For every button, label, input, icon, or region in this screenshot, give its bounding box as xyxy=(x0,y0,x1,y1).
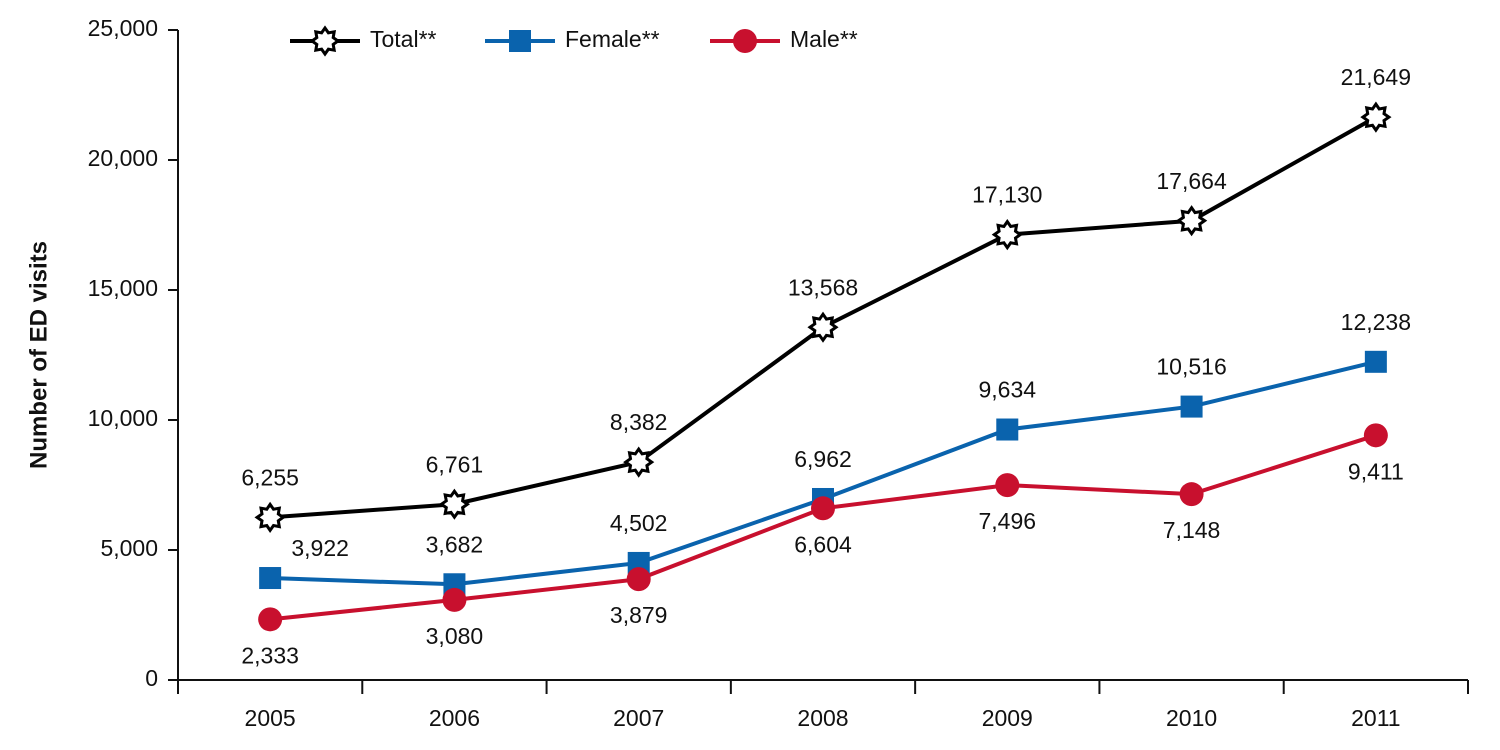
x-tick-label: 2006 xyxy=(429,705,480,731)
marker xyxy=(442,587,467,612)
data-label: 21,649 xyxy=(1341,64,1411,90)
data-label: 3,080 xyxy=(426,623,484,649)
y-axis-label: Number of ED visits xyxy=(25,241,52,469)
data-label: 4,502 xyxy=(610,510,668,536)
y-tick-label: 5,000 xyxy=(100,535,158,561)
marker xyxy=(1179,482,1204,507)
y-tick-label: 25,000 xyxy=(88,15,158,41)
data-label: 9,411 xyxy=(1348,458,1404,484)
x-tick-label: 2009 xyxy=(982,705,1033,731)
data-label: 7,148 xyxy=(1163,517,1221,543)
marker xyxy=(1364,350,1387,373)
legend-label: Male** xyxy=(790,26,858,52)
x-tick-label: 2010 xyxy=(1166,705,1217,731)
marker xyxy=(991,218,1023,251)
x-tick-label: 2011 xyxy=(1351,705,1400,731)
y-tick-label: 20,000 xyxy=(88,145,158,171)
x-tick-label: 2007 xyxy=(613,705,664,731)
legend-marker xyxy=(733,29,757,53)
data-label: 6,761 xyxy=(426,451,484,477)
data-label: 6,962 xyxy=(794,446,852,472)
data-label: 6,255 xyxy=(241,464,299,490)
y-tick-label: 10,000 xyxy=(88,405,158,431)
legend-marker xyxy=(509,30,531,52)
marker xyxy=(438,488,470,520)
x-tick-label: 2005 xyxy=(245,705,296,731)
data-label: 9,634 xyxy=(979,377,1037,403)
y-tick-label: 0 xyxy=(145,665,158,691)
marker xyxy=(996,418,1019,441)
legend-label: Female** xyxy=(565,26,660,52)
data-label: 17,664 xyxy=(1156,168,1227,194)
data-label: 17,130 xyxy=(972,182,1042,208)
marker xyxy=(254,501,286,534)
data-label: 3,879 xyxy=(610,602,668,628)
data-label: 8,382 xyxy=(610,409,668,435)
marker xyxy=(627,551,650,574)
marker xyxy=(259,567,282,590)
legend-label: Total** xyxy=(370,26,437,52)
marker xyxy=(623,446,655,478)
data-label: 13,568 xyxy=(788,274,858,300)
marker xyxy=(258,607,283,632)
marker xyxy=(1360,101,1392,133)
data-label: 6,604 xyxy=(794,531,852,557)
data-label: 3,682 xyxy=(426,531,484,557)
y-tick-label: 15,000 xyxy=(88,275,158,301)
data-label: 10,516 xyxy=(1156,354,1226,380)
data-label: 3,922 xyxy=(291,535,349,561)
legend-marker xyxy=(309,25,341,57)
marker xyxy=(1180,395,1203,418)
marker xyxy=(811,496,835,521)
marker xyxy=(807,311,839,343)
marker xyxy=(1363,423,1388,448)
data-label: 12,238 xyxy=(1341,309,1411,335)
data-label: 2,333 xyxy=(241,642,299,668)
data-label: 7,496 xyxy=(979,508,1037,534)
marker xyxy=(626,567,651,592)
marker xyxy=(995,473,1020,498)
marker xyxy=(1175,205,1208,237)
x-tick-label: 2008 xyxy=(797,705,848,731)
